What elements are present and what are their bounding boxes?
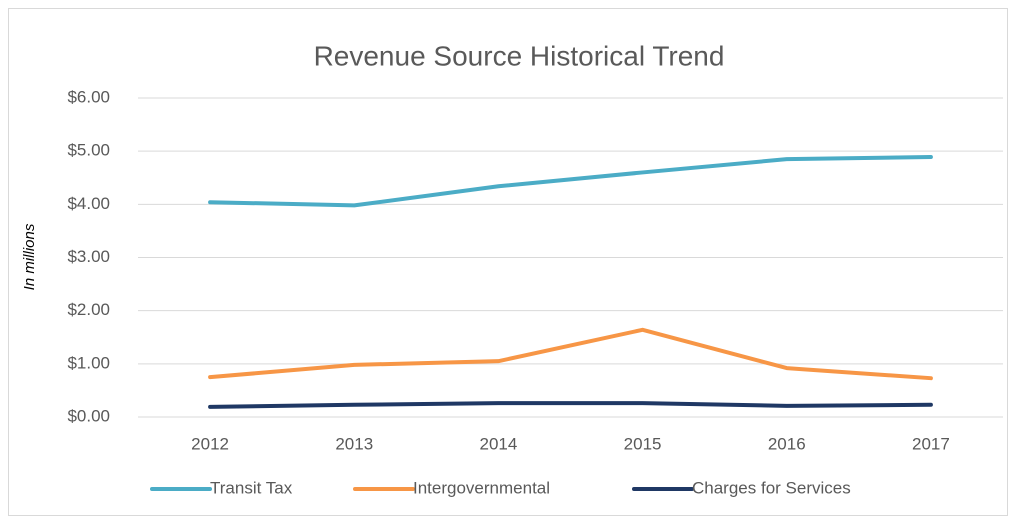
y-tick-label: $6.00 xyxy=(67,87,110,106)
chart-title: Revenue Source Historical Trend xyxy=(314,40,725,71)
series-line xyxy=(208,401,933,409)
chart-frame xyxy=(8,8,1008,516)
y-tick-label: $2.00 xyxy=(67,300,110,319)
x-tick-label: 2015 xyxy=(624,434,662,453)
series-line xyxy=(208,155,933,208)
y-tick-label: $3.00 xyxy=(67,247,110,266)
legend-label: Intergovernmental xyxy=(413,478,550,497)
legend-label: Charges for Services xyxy=(692,478,851,497)
y-axis-label: In millions xyxy=(21,223,38,290)
y-tick-label: $1.00 xyxy=(67,353,110,372)
legend-label: Transit Tax xyxy=(210,478,293,497)
y-tick-label: $5.00 xyxy=(67,141,110,160)
x-tick-label: 2012 xyxy=(191,434,229,453)
y-tick-label: $4.00 xyxy=(67,194,110,213)
x-tick-label: 2016 xyxy=(768,434,806,453)
x-tick-label: 2014 xyxy=(480,434,518,453)
series-line xyxy=(208,327,933,381)
x-tick-label: 2013 xyxy=(335,434,373,453)
y-tick-label: $0.00 xyxy=(67,406,110,425)
x-tick-label: 2017 xyxy=(912,434,950,453)
